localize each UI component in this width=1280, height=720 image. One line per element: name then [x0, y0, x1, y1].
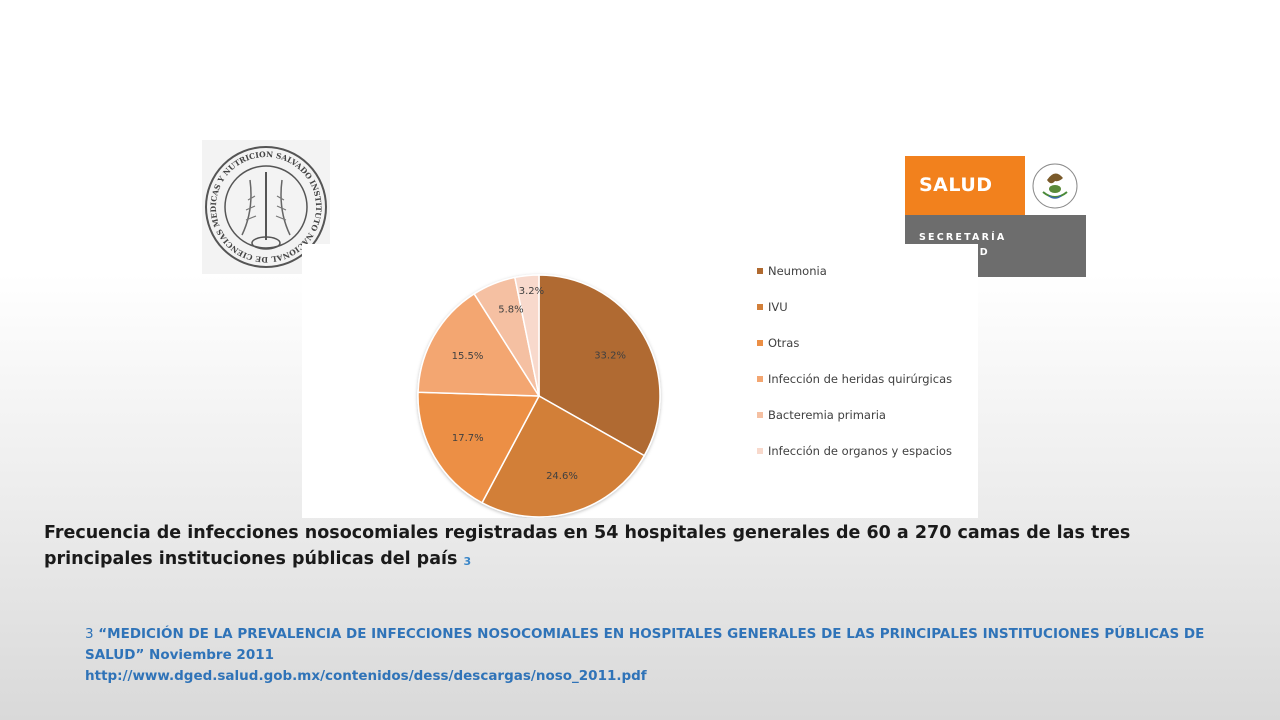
legend-swatch-6	[757, 448, 763, 454]
reference-number: 3	[85, 626, 94, 642]
legend-swatch-4	[757, 376, 763, 382]
legend-swatch-3	[757, 340, 763, 346]
legend-label-6: Infección de organos y espacios	[768, 444, 952, 458]
legend-swatch-1	[757, 268, 763, 274]
caption-reference-marker: 3	[463, 555, 472, 568]
pie-slice-2	[481, 394, 646, 518]
legend-label-3: Otras	[768, 336, 799, 350]
pie-data-label-3: 17.7%	[452, 433, 484, 444]
salud-word: SALUD	[919, 174, 993, 196]
pie-slice-3	[417, 391, 541, 504]
salud-orange-block: SALUD	[905, 156, 1025, 215]
caption-text: Frecuencia de infecciones nosocomiales r…	[44, 523, 1131, 569]
chart-caption: Frecuencia de infecciones nosocomiales r…	[44, 520, 1134, 575]
legend-label-4: Infección de heridas quirúrgicas	[768, 372, 952, 386]
salud-subtitle-line1: SECRETARÍA	[919, 232, 1007, 243]
reference-note: 3 “MEDICIÓN DE LA PREVALENCIA DE INFECCI…	[85, 624, 1225, 687]
pie-data-label-2: 24.6%	[546, 471, 578, 482]
pie-data-label-4: 15.5%	[452, 351, 484, 362]
legend-label-1: Neumonia	[768, 264, 827, 278]
pie-data-label-5: 5.8%	[498, 304, 523, 315]
legend-label-2: IVU	[768, 300, 788, 314]
legend-label-5: Bacteremia primaria	[768, 408, 886, 422]
pie-slice-1	[538, 274, 661, 457]
reference-title: “MEDICIÓN DE LA PREVALENCIA DE INFECCION…	[85, 626, 1205, 663]
mexico-emblem-icon	[1025, 156, 1086, 215]
legend-swatch-2	[757, 304, 763, 310]
pie-chart-panel: 33.2% 24.6% 17.7% 15.5% 5.8% 3.2% Neumonia IVU…	[302, 244, 978, 518]
pie-data-label-6: 3.2%	[519, 286, 544, 297]
pie-slice-4	[417, 292, 541, 397]
reference-url-link[interactable]: http://www.dged.salud.gob.mx/contenidos/…	[85, 668, 647, 684]
legend-swatch-5	[757, 412, 763, 418]
pie-chart: 33.2% 24.6% 17.7% 15.5% 5.8% 3.2% Neumonia IVU…	[417, 264, 952, 518]
pie-slice-6	[513, 274, 540, 397]
pie-data-label-1: 33.2%	[594, 351, 626, 362]
